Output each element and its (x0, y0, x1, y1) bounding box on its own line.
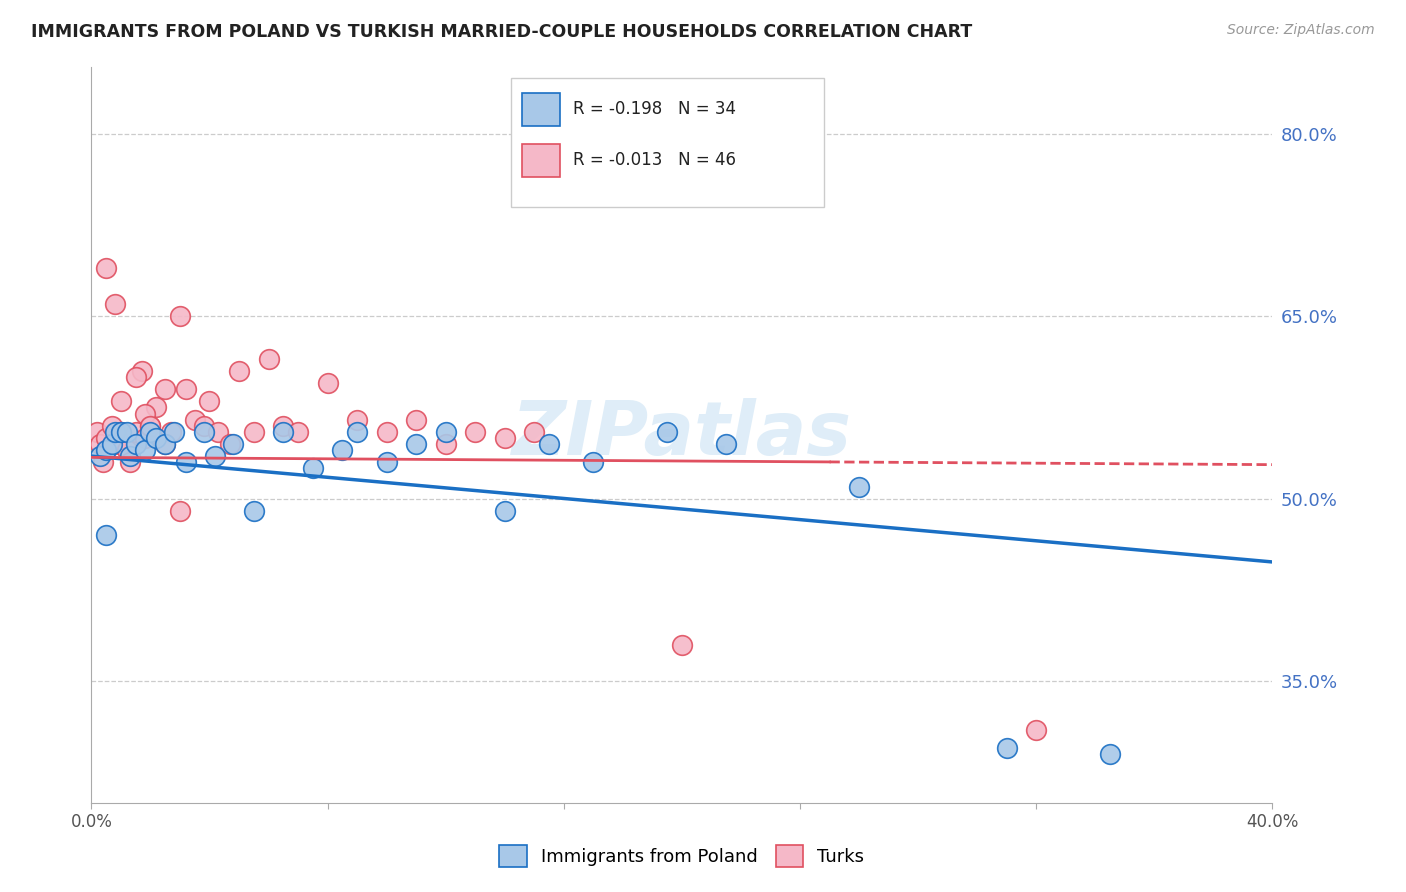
Point (134, 407, 156, 421)
Point (346, 412, 368, 426)
Point (287, 425, 309, 439)
Point (671, 638, 693, 652)
Point (96, 260, 118, 275)
Point (174, 455, 197, 469)
Point (193, 418, 215, 433)
Point (228, 364, 250, 378)
Point (145, 431, 167, 445)
Point (714, 437, 737, 451)
Point (139, 418, 162, 433)
Point (494, 431, 516, 445)
Point (115, 425, 138, 439)
Point (434, 425, 457, 439)
Point (89, 449, 111, 463)
Point (153, 382, 177, 396)
Point (139, 418, 162, 433)
Point (96, 528, 118, 542)
Point (174, 382, 197, 396)
Point (204, 449, 226, 463)
Point (153, 437, 177, 451)
Point (243, 425, 266, 439)
Point (169, 310, 191, 324)
Point (243, 504, 266, 518)
Point (537, 437, 560, 451)
Point (104, 297, 127, 311)
Point (183, 412, 207, 426)
Point (131, 364, 153, 378)
Point (134, 431, 156, 445)
Point (134, 443, 156, 458)
Point (110, 394, 132, 409)
Point (91, 455, 114, 469)
Point (118, 449, 141, 463)
Point (115, 443, 138, 458)
Point (273, 418, 295, 433)
Point (219, 437, 242, 451)
Point (139, 425, 162, 439)
Point (101, 418, 124, 433)
Point (848, 479, 870, 493)
Point (207, 425, 229, 439)
Text: IMMIGRANTS FROM POLAND VS TURKISH MARRIED-COUPLE HOUSEHOLDS CORRELATION CHART: IMMIGRANTS FROM POLAND VS TURKISH MARRIE… (31, 23, 972, 41)
Point (96, 443, 118, 458)
Point (96, 431, 118, 445)
Point (124, 437, 148, 451)
Point (110, 425, 132, 439)
Point (1025, 723, 1047, 737)
Point (193, 425, 215, 439)
Point (316, 376, 339, 391)
Point (405, 437, 427, 451)
Point (104, 425, 127, 439)
Point (332, 443, 354, 458)
FancyBboxPatch shape (510, 78, 824, 207)
Point (124, 425, 148, 439)
Point (464, 425, 486, 439)
Point (104, 437, 127, 451)
Point (89, 437, 111, 451)
Text: R = -0.013   N = 46: R = -0.013 N = 46 (574, 152, 737, 169)
Point (110, 425, 132, 439)
Point (222, 437, 245, 451)
Point (494, 504, 516, 518)
Point (346, 425, 368, 439)
Point (198, 394, 221, 409)
Point (169, 504, 191, 518)
Point (86, 425, 108, 439)
FancyBboxPatch shape (523, 145, 560, 178)
Point (375, 425, 398, 439)
Text: R = -0.198   N = 34: R = -0.198 N = 34 (574, 100, 737, 118)
Legend: Immigrants from Poland, Turks: Immigrants from Poland, Turks (492, 838, 872, 875)
Point (153, 437, 177, 451)
Point (301, 461, 323, 475)
Point (124, 370, 148, 384)
Point (582, 455, 605, 469)
Point (375, 455, 398, 469)
Point (995, 741, 1018, 756)
Point (163, 425, 186, 439)
Point (145, 401, 167, 415)
Point (1099, 747, 1122, 761)
Point (257, 351, 280, 366)
Point (101, 437, 124, 451)
Point (118, 455, 141, 469)
Point (434, 437, 457, 451)
Text: ZIPatlas: ZIPatlas (512, 399, 852, 471)
Text: Source: ZipAtlas.com: Source: ZipAtlas.com (1227, 23, 1375, 37)
Point (160, 425, 183, 439)
Point (655, 425, 678, 439)
Point (523, 425, 546, 439)
Point (405, 412, 427, 426)
Point (273, 425, 295, 439)
FancyBboxPatch shape (523, 93, 560, 126)
